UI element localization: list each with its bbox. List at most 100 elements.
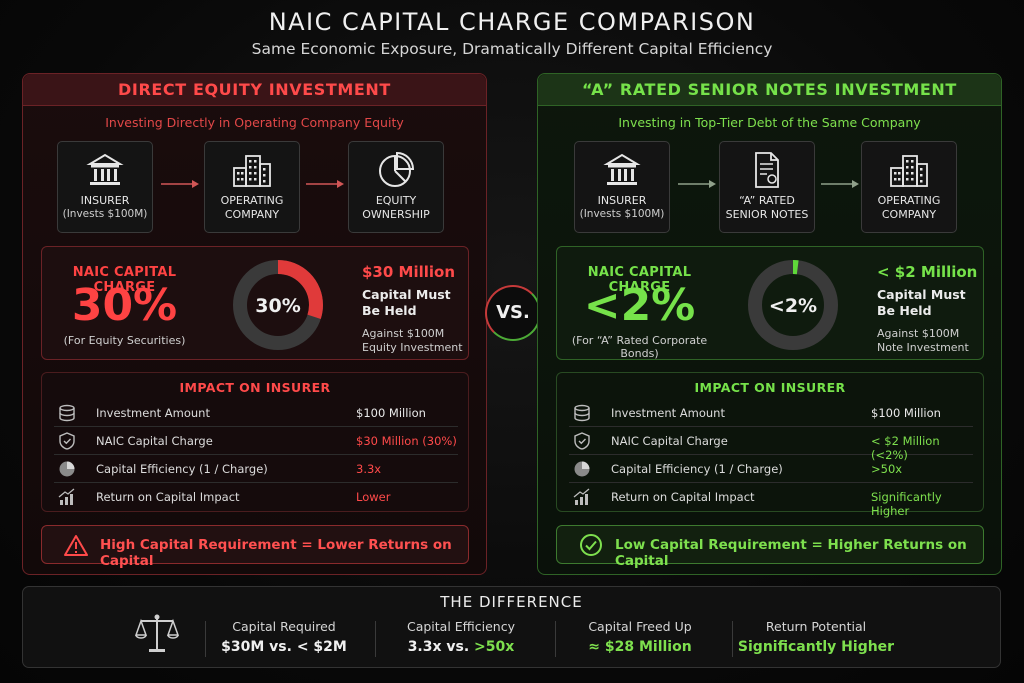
shield-icon	[574, 432, 590, 450]
row-key: NAIC Capital Charge	[611, 434, 728, 448]
panel-header: DIRECT EQUITY INVESTMENT	[23, 74, 486, 106]
database-icon	[59, 404, 75, 422]
pie-icon	[59, 461, 75, 477]
donut-fill	[233, 260, 323, 350]
panel-header: “A” RATED SENIOR NOTES INVESTMENT	[538, 74, 1001, 106]
vs-badge: VS.	[485, 285, 541, 341]
difference-capital-required: Capital Required $30M vs. < $2M	[204, 619, 364, 655]
capital-held-text: Capital Must Be Held	[362, 287, 451, 318]
difference-return-potential: Return Potential Significantly Higher	[736, 619, 896, 655]
row-value: Significantly Higher	[871, 490, 942, 518]
row-key: Return on Capital Impact	[96, 490, 240, 504]
charge-donut: <2%	[748, 260, 838, 350]
difference-label: Capital Required	[232, 619, 336, 634]
flow-step-label: INSURER	[597, 194, 647, 207]
growth-chart-icon	[573, 488, 590, 505]
flow-step-detail: OWNERSHIP	[362, 208, 430, 221]
bank-icon	[86, 153, 124, 185]
difference-label: Capital Efficiency	[406, 619, 515, 634]
difference-title: THE DIFFERENCE	[440, 593, 583, 611]
against-text: Against $100M Note Investment	[877, 327, 969, 354]
direct-equity-panel: DIRECT EQUITY INVESTMENT Investing Direc…	[22, 73, 487, 575]
buildings-icon	[233, 155, 271, 187]
page-subtitle: Same Economic Exposure, Dramatically Dif…	[251, 40, 773, 58]
difference-capital-freed: Capital Freed Up ≈ $28 Million	[560, 619, 720, 655]
capital-charge-box: NAIC CAPITAL CHARGE <2% (For “A” Rated C…	[556, 246, 984, 360]
flow-step-detail: COMPANY	[881, 208, 937, 221]
row-value: >50x	[871, 462, 903, 476]
difference-label: Capital Freed Up	[588, 619, 692, 634]
conclusion-banner: Low Capital Requirement = Higher Returns…	[556, 525, 984, 569]
capital-held-text: Capital Must Be Held	[877, 287, 966, 318]
database-icon	[574, 404, 590, 422]
table-row: Return on Capital Impact Significantly H…	[569, 483, 973, 518]
divider	[205, 621, 206, 657]
flow-step-detail: (Invests $100M)	[579, 208, 665, 220]
conclusion-banner: High Capital Requirement = Lower Returns…	[41, 525, 469, 569]
against-text: Against $100M Equity Investment	[362, 327, 463, 354]
panel-subtitle: Investing Directly in Operating Company …	[105, 115, 404, 130]
table-row: NAIC Capital Charge < $2 Million (<2%)	[569, 427, 973, 462]
document-icon	[755, 152, 779, 188]
charge-note: (For “A” Rated Corporate Bonds)	[571, 334, 708, 360]
charge-note: (For Equity Securities)	[63, 334, 186, 347]
row-key: NAIC Capital Charge	[96, 434, 213, 448]
row-key: Investment Amount	[96, 406, 210, 420]
flow-step-detail: (Invests $100M)	[62, 208, 148, 220]
row-value: $100 Million	[356, 406, 426, 420]
table-row: Return on Capital Impact Lower	[54, 483, 458, 511]
donut-label: 30%	[255, 295, 300, 317]
charge-value: <2%	[583, 280, 696, 331]
flow-step-senior-notes: “A” RATED SENIOR NOTES	[719, 141, 815, 233]
difference-value: $30M vs. < $2M	[221, 639, 347, 655]
flow-step-detail: SENIOR NOTES	[725, 208, 809, 221]
flow-step-operating-company: OPERATING COMPANY	[861, 141, 957, 233]
buildings-icon	[890, 155, 928, 187]
impact-table: IMPACT ON INSURER Investment Amount $100…	[556, 372, 984, 518]
row-key: Investment Amount	[611, 406, 725, 420]
flow-step-label: OPERATING	[877, 194, 941, 207]
charge-value: 30%	[71, 280, 178, 331]
shield-icon	[59, 432, 75, 450]
impact-table: IMPACT ON INSURER Investment Amount $100…	[41, 372, 469, 512]
table-row: Capital Efficiency (1 / Charge) >50x	[569, 455, 973, 483]
capital-charge-box: NAIC CAPITAL CHARGE 30% (For Equity Secu…	[41, 246, 469, 360]
charge-amount: < $2 Million	[877, 263, 978, 281]
charge-label: NAIC CAPITAL CHARGE	[72, 265, 177, 295]
panel-subtitle: Investing in Top-Tier Debt of the Same C…	[618, 115, 921, 130]
row-value: $30 Million (30%)	[356, 434, 457, 448]
difference-capital-efficiency: Capital Efficiency 3.3x vs. >50x	[381, 619, 541, 655]
table-row: NAIC Capital Charge $30 Million (30%)	[54, 427, 458, 455]
banner-text: High Capital Requirement = Lower Returns…	[100, 537, 452, 569]
flow-step-insurer: INSURER (Invests $100M)	[57, 141, 153, 233]
difference-summary: THE DIFFERENCE Capital Required $30M vs.…	[22, 586, 1001, 668]
impact-title: IMPACT ON INSURER	[694, 380, 846, 395]
flow-step-operating-company: OPERATING COMPANY	[204, 141, 300, 233]
banner-text: Low Capital Requirement = Higher Returns…	[615, 537, 967, 569]
page-title: NAIC CAPITAL CHARGE COMPARISON	[268, 8, 756, 36]
pie-icon	[574, 461, 590, 477]
row-value: $100 Million	[871, 406, 941, 420]
arrow-right-icon	[306, 180, 344, 188]
check-circle-icon	[580, 534, 602, 556]
difference-value: 3.3x vs. >50x	[407, 639, 515, 655]
row-key: Capital Efficiency (1 / Charge)	[96, 462, 268, 476]
table-row: Capital Efficiency (1 / Charge) 3.3x	[54, 455, 458, 483]
flow-step-insurer: INSURER (Invests $100M)	[574, 141, 670, 233]
flow-step-label: INSURER	[80, 194, 130, 207]
flow-step-label: OPERATING	[220, 194, 284, 207]
flow-step-label: “A” RATED	[739, 194, 795, 207]
difference-value: Significantly Higher	[737, 639, 895, 655]
donut-label: <2%	[769, 295, 817, 317]
flow-step-label: EQUITY	[375, 194, 417, 207]
divider	[555, 621, 556, 657]
difference-label: Return Potential	[765, 619, 867, 634]
bank-icon	[603, 153, 641, 185]
flow-step-detail: COMPANY	[224, 208, 280, 221]
charge-amount: $30 Million	[362, 263, 456, 281]
arrow-right-icon	[821, 180, 859, 188]
arrow-right-icon	[161, 180, 199, 188]
row-key: Return on Capital Impact	[611, 490, 755, 504]
row-value: 3.3x	[356, 462, 382, 476]
row-key: Capital Efficiency (1 / Charge)	[611, 462, 783, 476]
